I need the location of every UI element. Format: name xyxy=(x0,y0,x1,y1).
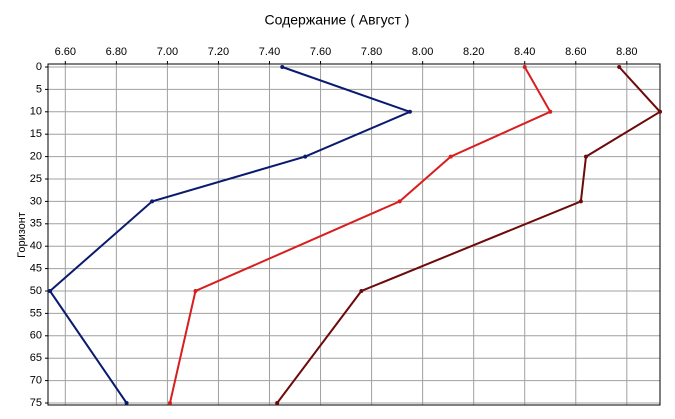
point xyxy=(658,109,662,114)
y-tick-label: 5 xyxy=(36,83,42,95)
y-tick-label: 0 xyxy=(36,61,42,73)
chart-title: Содержание ( Август ) xyxy=(265,12,410,28)
y-tick-label: 10 xyxy=(30,106,42,118)
x-tick-label: 8.20 xyxy=(463,46,484,58)
y-tick-label: 15 xyxy=(30,128,42,140)
point xyxy=(150,199,155,204)
point xyxy=(407,109,412,114)
x-tick-label: 7.20 xyxy=(208,46,229,58)
y-tick-label: 75 xyxy=(30,397,42,409)
point xyxy=(280,65,285,69)
point xyxy=(548,109,553,114)
x-tick-label: 7.00 xyxy=(157,46,178,58)
y-tick-label: 45 xyxy=(30,263,42,275)
y-axis-label: Горизонт xyxy=(16,212,28,258)
point xyxy=(303,154,308,159)
series-line xyxy=(276,66,662,404)
y-tick-label: 50 xyxy=(30,285,42,297)
x-tick-label: 8.40 xyxy=(514,46,535,58)
y-tick-label: 55 xyxy=(30,307,42,319)
series-line xyxy=(48,66,413,404)
point xyxy=(448,154,453,159)
point xyxy=(397,199,402,204)
series-line xyxy=(168,66,552,404)
point xyxy=(617,65,622,69)
y-tick-label: 65 xyxy=(30,352,42,364)
y-tick-label: 20 xyxy=(30,151,42,163)
point xyxy=(522,65,527,69)
x-tick-label: 8.00 xyxy=(412,46,433,58)
x-tick-label: 7.60 xyxy=(310,46,331,58)
point xyxy=(359,289,364,293)
x-tick-label: 8.80 xyxy=(616,46,637,58)
y-tick-label: 70 xyxy=(30,375,42,387)
point xyxy=(578,199,583,204)
point xyxy=(583,154,588,159)
x-tick-label: 7.40 xyxy=(259,46,280,58)
y-tick-label: 25 xyxy=(30,173,42,185)
point xyxy=(48,289,52,293)
x-tick-label: 6.60 xyxy=(55,46,76,58)
x-tick-label: 8.60 xyxy=(565,46,586,58)
y-tick-label: 40 xyxy=(30,240,42,252)
point xyxy=(275,401,280,405)
point xyxy=(167,401,172,405)
y-tick-label: 35 xyxy=(30,218,42,230)
y-tick-label: 30 xyxy=(30,195,42,207)
plot-frame xyxy=(47,63,661,406)
point xyxy=(124,401,129,405)
point xyxy=(193,289,198,293)
x-tick-label: 7.80 xyxy=(361,46,382,58)
x-tick-label: 6.80 xyxy=(106,46,127,58)
y-tick-label: 60 xyxy=(30,330,42,342)
